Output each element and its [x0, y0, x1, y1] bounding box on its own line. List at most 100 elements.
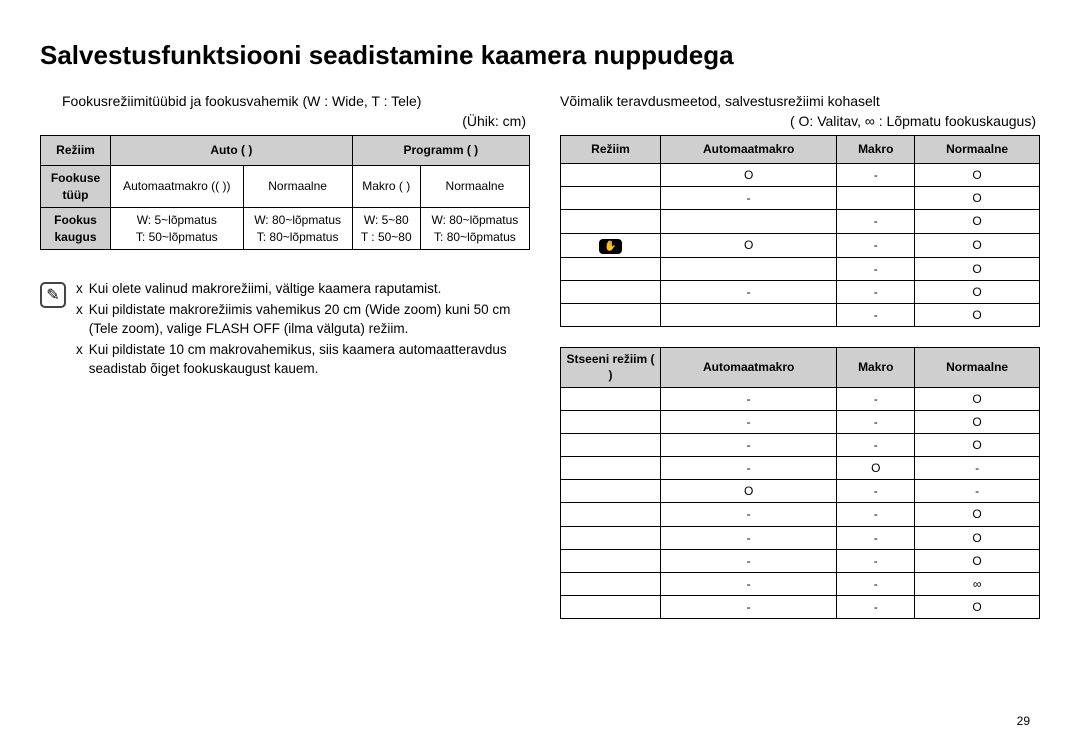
t2-h-norm: Normaalne — [915, 348, 1040, 387]
table-cell: O — [915, 280, 1040, 303]
mode-cell — [561, 164, 661, 187]
table-cell — [661, 257, 837, 280]
table-row: --O — [561, 280, 1040, 303]
table-row: O-O — [561, 164, 1040, 187]
table-cell: - — [837, 573, 915, 596]
table-cell: - — [837, 503, 915, 526]
cell-makro: Makro ( ) — [352, 166, 420, 208]
table-cell: O — [915, 164, 1040, 187]
table-cell: - — [837, 303, 915, 326]
table-cell: - — [837, 257, 915, 280]
cell-r-normal1: W: 80~lõpmatusT: 80~lõpmatus — [243, 208, 352, 250]
table-cell: - — [915, 480, 1040, 503]
table-cell: O — [915, 549, 1040, 572]
table-cell: ∞ — [915, 573, 1040, 596]
table-cell — [561, 480, 661, 503]
note-2: Kui pildistate makrorežiimis vahemikus 2… — [89, 301, 530, 339]
table-row: --O — [561, 526, 1040, 549]
right-legend: ( O: Valitav, ∞ : Lõpmatu fookuskaugus) — [560, 113, 1040, 129]
table-cell — [561, 410, 661, 433]
table-cell — [561, 503, 661, 526]
table-cell: - — [661, 457, 837, 480]
table-cell: - — [837, 210, 915, 233]
th-auto: Auto ( ) — [111, 136, 353, 166]
note-block: ✎ xKui olete valinud makrorežiimi, välti… — [40, 280, 530, 380]
t2-h-makro: Makro — [837, 348, 915, 387]
table-cell — [561, 457, 661, 480]
table-cell: - — [661, 573, 837, 596]
mode-cell — [561, 210, 661, 233]
page-title: Salvestusfunktsiooni seadistamine kaamer… — [40, 40, 1040, 71]
bullet: x — [76, 301, 83, 339]
table-cell: O — [915, 233, 1040, 257]
right-column: Võimalik teravdusmeetod, salvestusrežiim… — [560, 93, 1040, 619]
table-row: --∞ — [561, 573, 1040, 596]
table-cell: - — [661, 187, 837, 210]
note-icon: ✎ — [40, 282, 66, 308]
table-cell: O — [661, 480, 837, 503]
table-cell: - — [837, 526, 915, 549]
table-cell: - — [661, 433, 837, 456]
dual-mode-icon: ✋ — [599, 239, 621, 254]
t2-h-auto: Automaatmakro — [661, 348, 837, 387]
th-ftype: Fookuse tüüp — [41, 166, 111, 208]
th-prog: Programm ( ) — [352, 136, 529, 166]
cell-r-makro: W: 5~80T : 50~80 — [352, 208, 420, 250]
mode-cell — [561, 187, 661, 210]
note-3: Kui pildistate 10 cm makrovahemikus, sii… — [89, 341, 530, 379]
table-row: --O — [561, 433, 1040, 456]
table-row: -O — [561, 210, 1040, 233]
table-row: --O — [561, 596, 1040, 619]
table-cell: O — [915, 410, 1040, 433]
table-cell: - — [837, 410, 915, 433]
table-cell: O — [915, 303, 1040, 326]
table-cell: O — [915, 596, 1040, 619]
table-cell: O — [915, 210, 1040, 233]
left-column: Fookusrežiimitüübid ja fookusvahemik (W … — [40, 93, 530, 619]
table-cell: O — [915, 433, 1040, 456]
table-cell — [561, 573, 661, 596]
table-cell — [661, 210, 837, 233]
th-frange: Fookus kaugus — [41, 208, 111, 250]
table-cell — [561, 387, 661, 410]
mode-cell: ✋ — [561, 233, 661, 257]
table-cell: O — [661, 164, 837, 187]
table-cell: - — [661, 280, 837, 303]
table-cell: O — [915, 257, 1040, 280]
table-cell: - — [837, 480, 915, 503]
table-cell: O — [915, 526, 1040, 549]
cell-r-auto-macro: W: 5~lõpmatusT: 50~lõpmatus — [111, 208, 244, 250]
table-cell — [561, 433, 661, 456]
t2-h-mode: Stseeni režiim ( ) — [561, 348, 661, 387]
mode-table-1: Režiim Automaatmakro Makro Normaalne O-O… — [560, 135, 1040, 327]
table-cell: - — [837, 164, 915, 187]
mode-cell — [561, 303, 661, 326]
t1-h-norm: Normaalne — [915, 136, 1040, 164]
bullet: x — [76, 280, 83, 299]
table-cell: - — [661, 549, 837, 572]
table-cell: O — [661, 233, 837, 257]
mode-cell — [561, 280, 661, 303]
table-row: O-- — [561, 480, 1040, 503]
table-cell — [561, 526, 661, 549]
table-cell: O — [915, 187, 1040, 210]
left-intro: Fookusrežiimitüübid ja fookusvahemik (W … — [40, 93, 530, 109]
table-row: -O — [561, 303, 1040, 326]
th-mode: Režiim — [41, 136, 111, 166]
table-cell — [561, 596, 661, 619]
table-cell: - — [661, 526, 837, 549]
t1-h-mode: Režiim — [561, 136, 661, 164]
table-cell: - — [661, 503, 837, 526]
table-cell — [837, 187, 915, 210]
table-row: ✋O-O — [561, 233, 1040, 257]
table-row: --O — [561, 410, 1040, 433]
focus-table: Režiim Auto ( ) Programm ( ) Fookuse tüü… — [40, 135, 530, 250]
table-cell: - — [837, 280, 915, 303]
table-cell: - — [915, 457, 1040, 480]
table-cell: O — [915, 387, 1040, 410]
bullet: x — [76, 341, 83, 379]
table-cell: - — [661, 410, 837, 433]
table-cell — [561, 549, 661, 572]
table-cell: - — [837, 387, 915, 410]
table-row: --O — [561, 549, 1040, 572]
